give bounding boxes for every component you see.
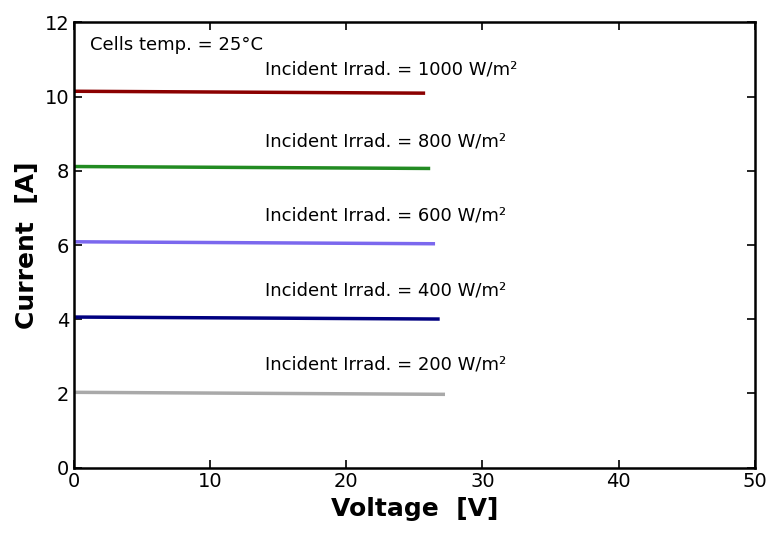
Text: Incident Irrad. = 400 W/m²: Incident Irrad. = 400 W/m² bbox=[264, 281, 506, 299]
Text: Incident Irrad. = 1000 W/m²: Incident Irrad. = 1000 W/m² bbox=[264, 61, 517, 78]
Text: Incident Irrad. = 600 W/m²: Incident Irrad. = 600 W/m² bbox=[264, 207, 506, 225]
X-axis label: Voltage  [V]: Voltage [V] bbox=[331, 497, 498, 521]
Text: Cells temp. = 25°C: Cells temp. = 25°C bbox=[91, 36, 264, 54]
Y-axis label: Current  [A]: Current [A] bbox=[15, 161, 39, 329]
Text: Incident Irrad. = 200 W/m²: Incident Irrad. = 200 W/m² bbox=[264, 355, 506, 373]
Text: Incident Irrad. = 800 W/m²: Incident Irrad. = 800 W/m² bbox=[264, 133, 506, 151]
